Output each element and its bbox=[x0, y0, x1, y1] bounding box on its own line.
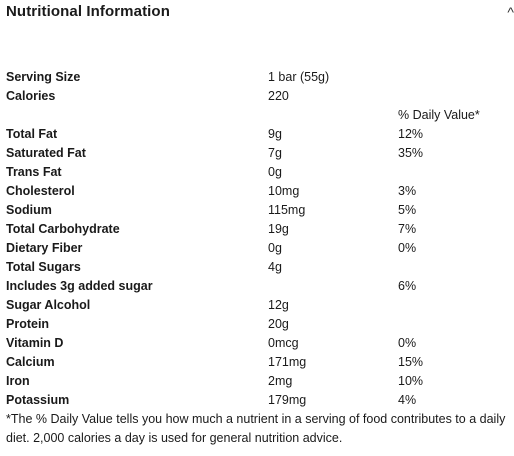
nutrient-row-added-sugar: Includes 3g added sugar 6% bbox=[6, 277, 514, 296]
nutrient-label: Calcium bbox=[6, 355, 55, 369]
nutrient-label: Sodium bbox=[6, 203, 52, 217]
nutrient-daily-value: 12% bbox=[398, 127, 424, 141]
nutrient-label: Dietary Fiber bbox=[6, 241, 83, 255]
nutrient-daily-value: 6% bbox=[398, 279, 417, 293]
nutrient-row-vitamin-d: Vitamin D 0mcg 0% bbox=[6, 334, 514, 353]
nutrient-daily-value: 0% bbox=[398, 241, 417, 255]
nutrient-row-trans-fat: Trans Fat 0g bbox=[6, 163, 514, 182]
nutrient-daily-value: 4% bbox=[398, 393, 417, 407]
nutrient-row-sodium: Sodium 115mg 5% bbox=[6, 201, 514, 220]
nutrition-table: Serving Size 1 bar (55g) Calories 220 % … bbox=[6, 68, 514, 410]
nutrient-daily-value: 7% bbox=[398, 222, 417, 236]
nutrient-amount: 20g bbox=[268, 317, 289, 331]
nutrient-label: Potassium bbox=[6, 393, 70, 407]
chevron-up-icon[interactable]: ^ bbox=[507, 4, 514, 20]
nutrient-amount: 9g bbox=[268, 127, 282, 141]
nutrient-label: Total Sugars bbox=[6, 260, 81, 274]
nutrient-label: Iron bbox=[6, 374, 30, 388]
nutrient-amount: 0g bbox=[268, 165, 282, 179]
nutrient-label: Protein bbox=[6, 317, 50, 331]
nutrient-label: Cholesterol bbox=[6, 184, 75, 198]
nutrient-row-protein: Protein 20g bbox=[6, 315, 514, 334]
nutrient-row-cholesterol: Cholesterol 10mg 3% bbox=[6, 182, 514, 201]
daily-value-footnote: *The % Daily Value tells you how much a … bbox=[6, 412, 506, 445]
nutrient-label: Sugar Alcohol bbox=[6, 298, 91, 312]
nutrient-label: Vitamin D bbox=[6, 336, 64, 350]
nutrient-label: Includes 3g added sugar bbox=[6, 279, 153, 293]
nutrient-amount: 1 bar (55g) bbox=[268, 70, 330, 84]
nutrient-daily-value: 35% bbox=[398, 146, 424, 160]
nutrient-daily-value: 3% bbox=[398, 184, 417, 198]
nutrient-row-sugar-alcohol: Sugar Alcohol 12g bbox=[6, 296, 514, 315]
nutrient-label: Saturated Fat bbox=[6, 146, 86, 160]
nutrient-amount: 10mg bbox=[268, 184, 300, 198]
nutrient-label: Serving Size bbox=[6, 70, 81, 84]
nutrient-amount: 179mg bbox=[268, 393, 307, 407]
nutrient-row-calories: Calories 220 bbox=[6, 87, 514, 106]
nutrient-amount: 0mcg bbox=[268, 336, 299, 350]
daily-value-heading: % Daily Value* bbox=[398, 108, 480, 122]
nutrient-label: Calories bbox=[6, 89, 56, 103]
nutrition-header[interactable]: Nutritional Information ^ bbox=[6, 2, 514, 22]
nutrient-daily-value: 5% bbox=[398, 203, 417, 217]
nutrient-amount: 12g bbox=[268, 298, 289, 312]
nutrient-row-saturated-fat: Saturated Fat 7g 35% bbox=[6, 144, 514, 163]
nutrient-amount: 2mg bbox=[268, 374, 293, 388]
nutrient-label: Total Fat bbox=[6, 127, 58, 141]
nutrient-label: Total Carbohydrate bbox=[6, 222, 120, 236]
nutrient-daily-value: 10% bbox=[398, 374, 424, 388]
nutrient-row-serving-size: Serving Size 1 bar (55g) bbox=[6, 68, 514, 87]
nutrient-amount: 0g bbox=[268, 241, 282, 255]
nutrient-row-total-fat: Total Fat 9g 12% bbox=[6, 125, 514, 144]
nutrient-amount: 171mg bbox=[268, 355, 307, 369]
nutrient-row-total-carbohydrate: Total Carbohydrate 19g 7% bbox=[6, 220, 514, 239]
nutrient-daily-value: 0% bbox=[398, 336, 417, 350]
nutrient-row-dietary-fiber: Dietary Fiber 0g 0% bbox=[6, 239, 514, 258]
nutrient-amount: 115mg bbox=[268, 203, 306, 217]
nutrient-amount: 19g bbox=[268, 222, 289, 236]
nutrient-amount: 220 bbox=[268, 89, 289, 103]
nutrient-daily-value: 15% bbox=[398, 355, 424, 369]
nutrient-label: Trans Fat bbox=[6, 165, 62, 179]
nutrient-row-total-sugars: Total Sugars 4g bbox=[6, 258, 514, 277]
nutrient-row-iron: Iron 2mg 10% bbox=[6, 372, 514, 391]
nutrient-amount: 7g bbox=[268, 146, 282, 160]
daily-value-header: % Daily Value* bbox=[6, 106, 514, 125]
nutrient-row-potassium: Potassium 179mg 4% bbox=[6, 391, 514, 410]
section-title: Nutritional Information bbox=[6, 3, 170, 20]
nutrient-amount: 4g bbox=[268, 260, 282, 274]
nutrient-row-calcium: Calcium 171mg 15% bbox=[6, 353, 514, 372]
